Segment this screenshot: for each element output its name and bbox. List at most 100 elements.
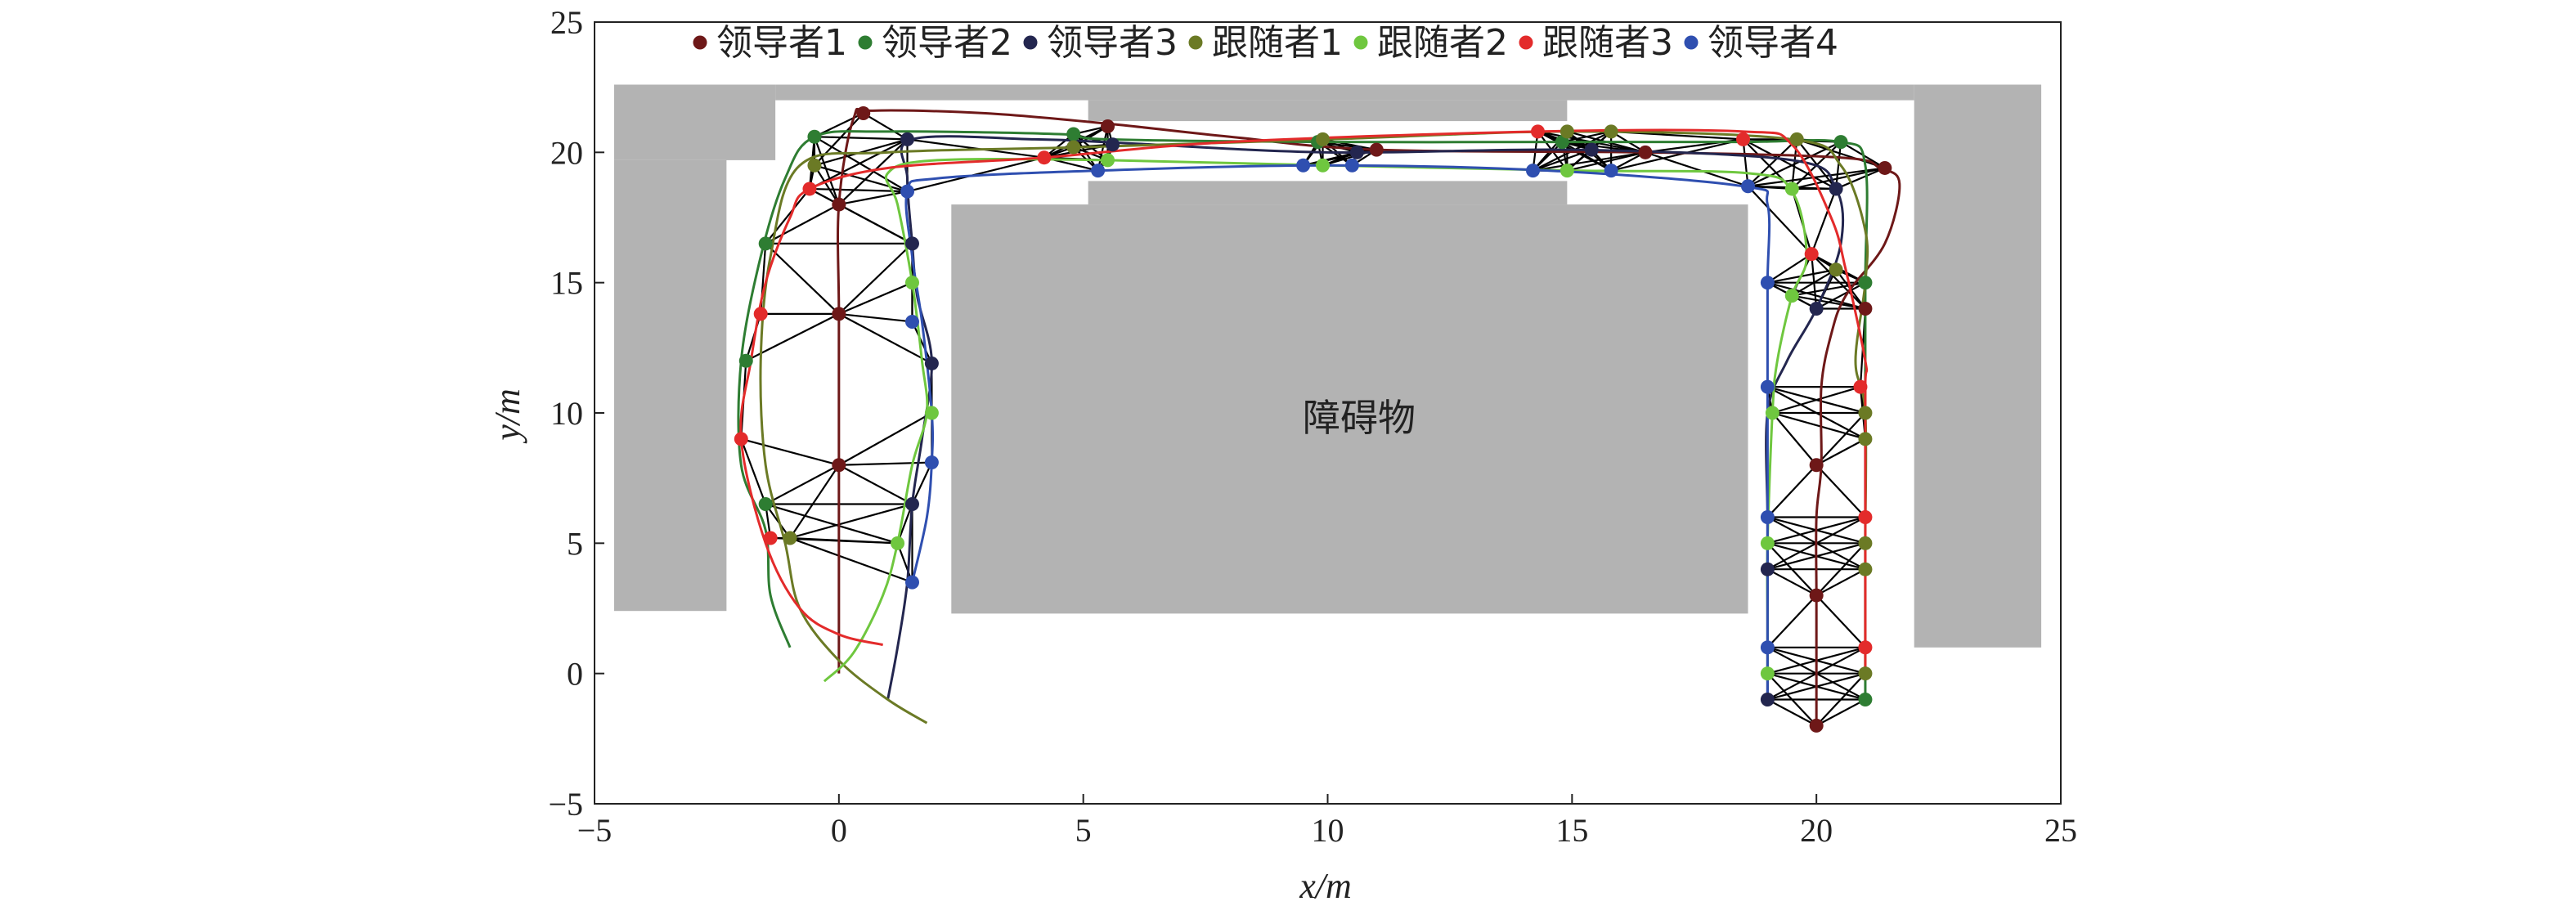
y-tick-label-0: −5	[548, 786, 583, 823]
obstacle-5	[1088, 181, 1568, 205]
series-5-point-10	[1858, 640, 1873, 655]
formation-link-188	[1791, 268, 1837, 297]
series-3-point-1	[807, 158, 822, 173]
series-5-point-3	[802, 182, 817, 196]
formation-link-39	[1567, 151, 1646, 172]
formation-link-235	[1610, 138, 1744, 172]
series-4-point-7	[1784, 289, 1799, 303]
series-1-point-1	[738, 353, 753, 368]
legend-marker-3	[1188, 35, 1203, 50]
formation-link-108	[1815, 281, 1866, 310]
series-6-point-13	[1760, 640, 1775, 655]
formation-link-68	[1815, 698, 1866, 727]
obstacle-6	[1914, 84, 2042, 648]
series-6-point-3	[900, 184, 915, 199]
series-4-point-4	[1316, 158, 1331, 173]
series-5-point-6	[1736, 132, 1751, 146]
formation-link-123	[911, 321, 933, 364]
legend: 领导者1 领导者2 领导者3 跟随者1 跟随者2 跟随者3 领导者4	[693, 22, 1838, 64]
formation-link-14	[813, 136, 840, 205]
formation-link-47	[1796, 138, 1886, 169]
series-6-point-1	[924, 455, 939, 470]
formation-link-224	[1772, 386, 1861, 415]
formation-link-12	[838, 312, 913, 323]
series-4-point-5	[1560, 164, 1574, 178]
legend-marker-6	[1684, 35, 1699, 50]
formation-link-238	[1766, 253, 1812, 284]
formation-link-54	[1811, 253, 1866, 310]
series-1-point-0	[758, 497, 773, 512]
series-3-point-11	[1858, 562, 1873, 576]
series-2-point-9	[1760, 562, 1775, 576]
axis-ticks: −5 0 5 10 15 20 25 −5 0 5 10 15 20 25	[548, 4, 2077, 849]
formation-link-5	[838, 461, 932, 466]
formation-link-0	[765, 464, 840, 505]
formation-link-118	[789, 503, 913, 540]
formation-link-7	[765, 243, 840, 315]
formation-link-57	[1815, 412, 1866, 466]
x-tick-label-2: 5	[1075, 812, 1092, 849]
x-tick-label-6: 25	[2044, 812, 2077, 849]
formation-link-4	[741, 437, 840, 466]
legend-label-2: 领导者3	[1047, 22, 1178, 64]
series-0-point-9	[1809, 458, 1824, 473]
series-2-point-6	[1584, 142, 1599, 157]
y-tick-label-4: 15	[550, 265, 583, 302]
formation-link-98	[1562, 130, 1612, 143]
series-6-point-12	[1760, 509, 1775, 524]
formation-link-221	[1748, 185, 1793, 191]
series-5-point-9	[1858, 509, 1873, 524]
formation-link-69	[1766, 698, 1817, 727]
series-0-point-7	[1878, 160, 1892, 175]
formation-link-76	[740, 438, 767, 505]
legend-label-1: 领导者2	[882, 22, 1012, 64]
y-tick-label-5: 20	[550, 134, 583, 171]
series-5-point-4	[1037, 150, 1052, 165]
series-0-point-8	[1858, 302, 1873, 316]
formation-link-64	[1815, 568, 1866, 597]
series-6-point-4	[1091, 164, 1106, 178]
series-4-point-8	[1765, 406, 1779, 420]
formation-link-67	[1766, 594, 1817, 648]
series-2-point-0	[904, 497, 919, 512]
formation-link-149	[1811, 188, 1838, 254]
series-3-point-9	[1858, 432, 1873, 446]
series-5-point-5	[1530, 124, 1545, 139]
legend-label-0: 领导者1	[716, 22, 847, 64]
formation-link-66	[1815, 594, 1866, 648]
formation-link-81	[765, 188, 810, 244]
series-3-point-6	[1789, 132, 1804, 146]
series-3-point-4	[1560, 124, 1574, 139]
formation-link-2	[789, 464, 840, 539]
formation-link-74	[765, 503, 898, 545]
series-6-point-5	[1296, 158, 1311, 173]
formation-link-61	[1766, 464, 1817, 518]
formation-link-148	[1742, 138, 1837, 190]
formation-link-197	[1766, 386, 1866, 440]
y-tick-label-3: 10	[550, 395, 583, 432]
series-6-point-10	[1760, 276, 1775, 290]
formation-link-21	[863, 112, 909, 141]
formation-link-13	[765, 204, 840, 244]
legend-label-3: 跟随者1	[1212, 22, 1343, 64]
obstacle-0	[613, 159, 727, 612]
y-axis-label: y/m	[487, 388, 527, 444]
series-1-point-8	[1858, 276, 1873, 290]
series-1-point-7	[1833, 135, 1848, 150]
series-points	[734, 106, 1892, 733]
formation-link-1	[838, 464, 913, 505]
series-3-point-3	[1316, 132, 1331, 146]
formation-link-56	[1767, 281, 1866, 310]
series-2-point-7	[1829, 182, 1843, 196]
series-0-point-6	[1638, 145, 1653, 159]
formation-link-9	[838, 243, 913, 315]
formation-link-138	[1303, 151, 1358, 167]
x-tick-label-4: 15	[1555, 812, 1588, 849]
legend-marker-0	[693, 35, 707, 50]
formation-link-59	[1771, 412, 1818, 466]
series-6-point-7	[1526, 164, 1541, 178]
formation-link-209	[896, 542, 913, 583]
series-4-point-3	[1101, 153, 1115, 168]
formation-link-236	[1742, 139, 1749, 186]
formation-link-103	[1834, 141, 1842, 190]
